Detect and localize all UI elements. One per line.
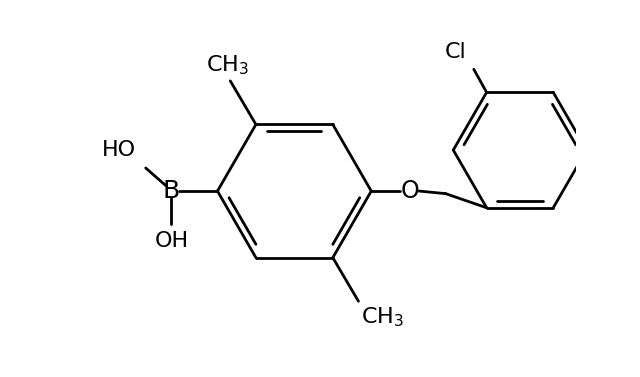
Text: OH: OH — [154, 231, 188, 251]
Text: HO: HO — [102, 140, 136, 160]
Text: O: O — [401, 179, 419, 203]
Text: Cl: Cl — [444, 41, 466, 61]
Text: CH$_3$: CH$_3$ — [206, 53, 249, 77]
Text: CH$_3$: CH$_3$ — [361, 305, 404, 329]
Text: B: B — [163, 179, 180, 203]
